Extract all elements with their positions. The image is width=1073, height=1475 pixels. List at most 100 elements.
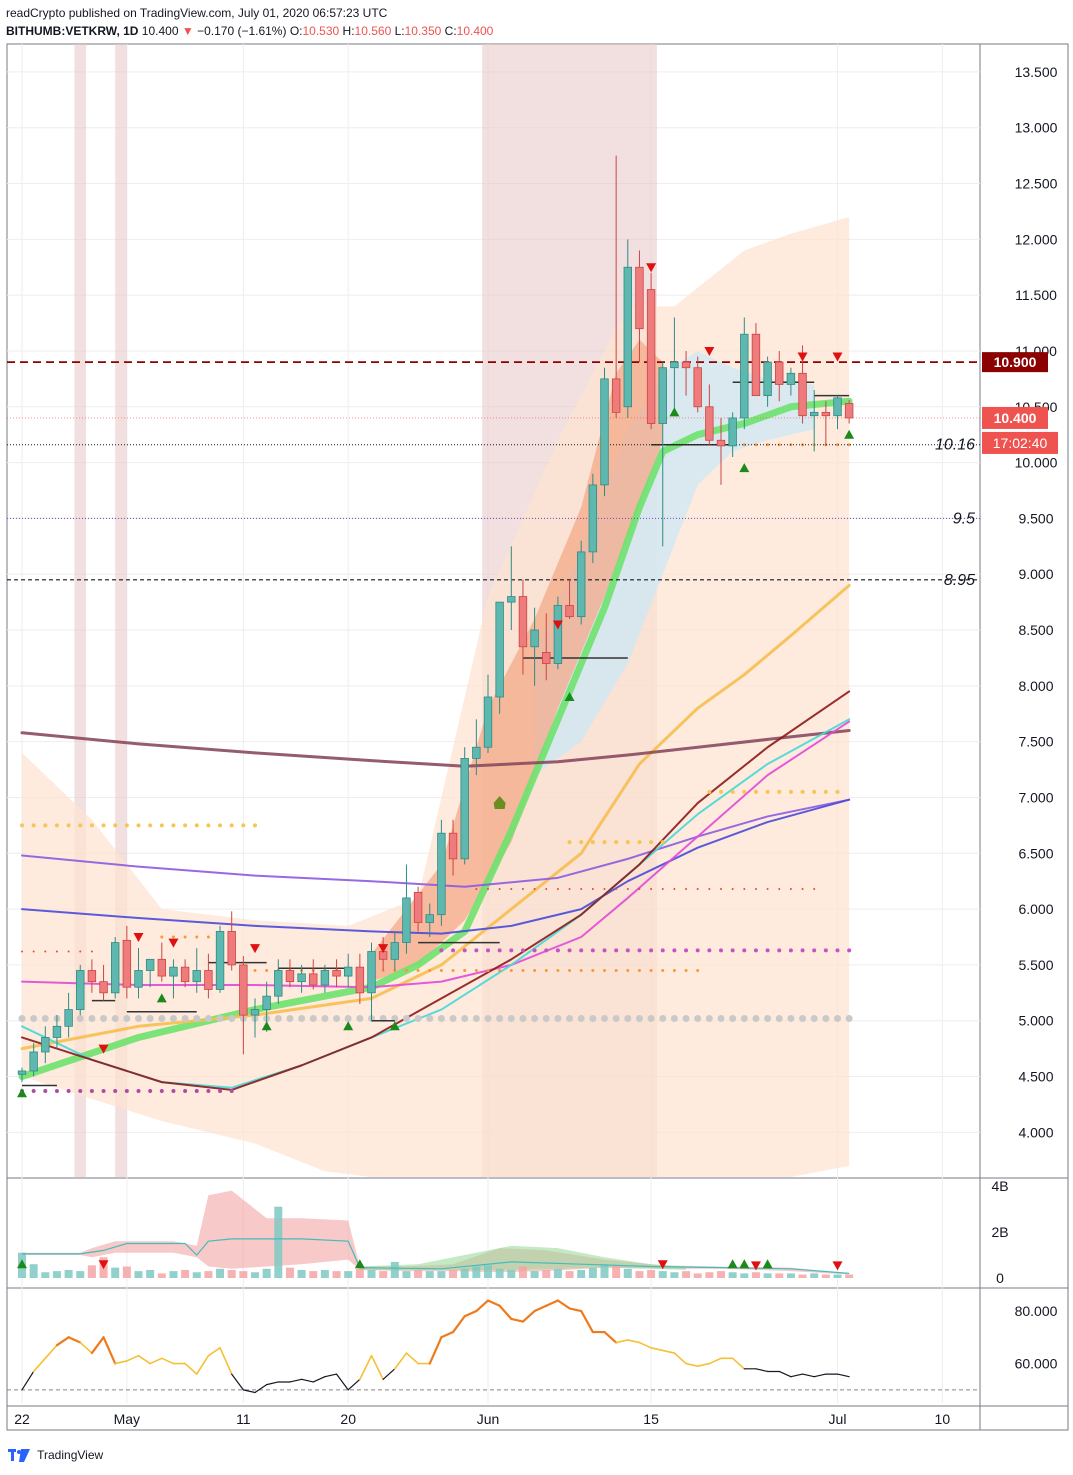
candle-up (343, 966, 353, 977)
candle-up (833, 397, 842, 417)
support-dots (484, 1014, 492, 1022)
candle-down (542, 651, 551, 664)
volume-bar (64, 1269, 73, 1278)
dotted-level (696, 888, 699, 891)
volume-bar (763, 1273, 772, 1278)
rsi-segment (801, 1373, 815, 1378)
dotted-level (789, 888, 792, 891)
candle-up (495, 601, 504, 698)
resistance-dots (89, 823, 94, 828)
volume-bar (845, 1274, 854, 1278)
price-tick-label: 6.500 (1018, 845, 1053, 861)
support-dots (694, 1014, 702, 1022)
pivot-dots (509, 948, 514, 953)
rsi-segment (184, 1362, 198, 1375)
pivot-dots (847, 948, 852, 953)
volume-sell-icon (832, 1261, 843, 1271)
candle-down (87, 970, 97, 983)
support-dots (333, 1014, 341, 1022)
footer: TradingView (8, 1448, 103, 1463)
candle-down (798, 372, 807, 417)
rsi-segment (545, 1299, 560, 1307)
last-price: 10.400 (141, 24, 179, 38)
price-tick-label: 11.500 (1015, 287, 1057, 303)
candle-down (518, 596, 528, 648)
dotted-level (580, 888, 583, 891)
resistance-dots (194, 823, 199, 828)
resistance-dots (602, 840, 607, 845)
pivot-dots (43, 1089, 48, 1094)
volume-sell-icon (750, 1261, 761, 1271)
volume-bar (449, 1269, 458, 1278)
buy-signal-icon (564, 692, 575, 702)
resistance-dots (78, 823, 83, 828)
volume-bar (786, 1273, 795, 1278)
resistance-dots (66, 823, 71, 828)
sell-signal-icon (133, 933, 144, 943)
support-dots (204, 1014, 212, 1022)
support-dots (111, 1014, 119, 1022)
volume-buy-icon (739, 1259, 750, 1269)
rsi-segment (696, 1362, 711, 1368)
volume-bar (344, 1271, 353, 1278)
rsi-segment (731, 1357, 746, 1370)
volume-bar (647, 1269, 656, 1278)
dotted-level (160, 935, 164, 939)
pivot-dots (660, 948, 665, 953)
support-dots (88, 1014, 96, 1022)
volume-bar (472, 1266, 481, 1278)
resistance-dots (730, 789, 735, 794)
dotted-level (206, 935, 210, 939)
support-dots (274, 1014, 282, 1022)
support-dots (41, 1014, 49, 1022)
resistance-dots (649, 840, 654, 845)
volume-bar (41, 1272, 50, 1278)
support-dots (181, 1014, 189, 1022)
sell-signal-icon (704, 346, 715, 356)
pivot-dots (136, 1089, 141, 1094)
resistance-dots (148, 823, 153, 828)
rsi-segment (673, 1352, 687, 1365)
time-tick-label: 20 (340, 1411, 356, 1427)
resistance-dots (218, 823, 223, 828)
resistance-dots (765, 789, 770, 794)
sell-signal-icon (168, 938, 179, 948)
dotted-level (509, 968, 513, 972)
dotted-level (67, 950, 70, 953)
candle-up (111, 942, 120, 994)
support-dots (461, 1014, 469, 1022)
pivot-dots (439, 948, 444, 953)
last-price-badge-label: 10.400 (994, 410, 1037, 426)
pivot-dots (800, 948, 805, 953)
price-tick-label: 4.500 (1018, 1069, 1053, 1085)
support-dots (30, 1014, 38, 1022)
candle-up (728, 417, 737, 447)
ohlc-close-value: 10.400 (456, 24, 494, 38)
dotted-level (428, 968, 432, 972)
support-dots (344, 1014, 352, 1022)
pivot-dots (753, 948, 758, 953)
volume-bar (437, 1271, 446, 1278)
pivot-dots (89, 1089, 94, 1094)
dotted-level (21, 950, 23, 953)
candle-up (169, 966, 178, 977)
volume-band (22, 1190, 850, 1275)
support-dots (286, 1014, 294, 1022)
rsi-segment (231, 1373, 244, 1391)
dotted-level (79, 950, 82, 953)
support-dots (216, 1014, 224, 1022)
rsi-segment (21, 1370, 35, 1391)
volume-band-green (359, 1245, 687, 1270)
support-dots (635, 1014, 643, 1022)
pivot-dots (544, 948, 549, 953)
candle-up (17, 1070, 27, 1075)
volume-bar (460, 1268, 469, 1278)
candle-down (413, 891, 423, 923)
ohlc-high: H:10.560 (343, 24, 392, 38)
pentagon-marker-icon (493, 796, 506, 810)
support-dots (612, 1014, 620, 1022)
dotted-level (661, 968, 665, 972)
dotted-level (685, 888, 688, 891)
support-dots (496, 1014, 504, 1022)
